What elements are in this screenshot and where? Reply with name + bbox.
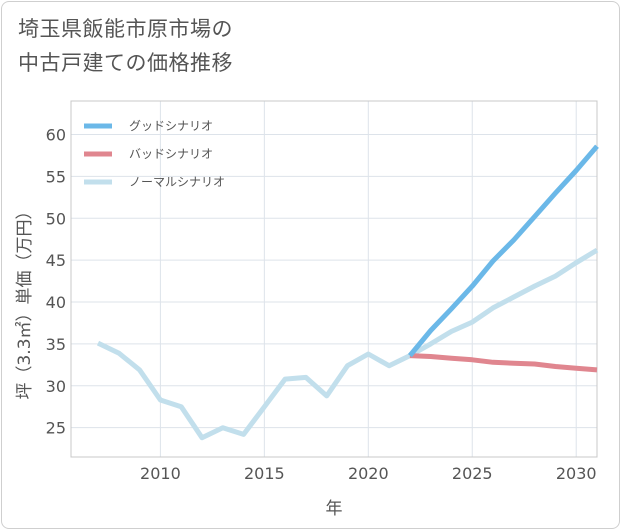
series-line-0 <box>96 247 599 441</box>
chart-title-line-2: 中古戸建ての価格推移 <box>18 51 233 75</box>
legend-label-1: バッドシナリオ <box>129 147 213 161</box>
chart-title-line-1: 埼玉県飯能市原市場の <box>18 17 233 41</box>
plot-frame <box>70 100 598 458</box>
y-tick-label-45: 45 <box>46 251 66 270</box>
x-tick-label-2015: 2015 <box>244 464 285 483</box>
y-tick-label-30: 30 <box>46 377 66 396</box>
y-tick-label-55: 55 <box>46 167 66 186</box>
tick-labels: 2010 2015 2020 2025 2030 25 30 35 40 45 50 55 60 <box>46 126 597 483</box>
x-axis-label: 年 <box>326 499 343 519</box>
y-axis-label: 坪（3.3㎡）単価（万円） <box>15 202 35 399</box>
x-tick-label-2025: 2025 <box>452 464 493 483</box>
y-tick-label-40: 40 <box>46 293 66 312</box>
x-tick-label-2010: 2010 <box>140 464 181 483</box>
y-tick-label-60: 60 <box>46 126 66 145</box>
series-line-1 <box>409 353 598 373</box>
y-tick-label-35: 35 <box>46 335 66 354</box>
x-tick-label-2020: 2020 <box>348 464 389 483</box>
chart-title: 埼玉県飯能市原市場の 中古戸建ての価格推移 <box>18 12 378 80</box>
legend-label-2: ノーマルシナリオ <box>129 175 225 189</box>
y-tick-label-25: 25 <box>46 419 66 438</box>
series-group <box>96 144 599 441</box>
series-line-2 <box>407 144 599 358</box>
legend-label-0: グッドシナリオ <box>129 119 213 133</box>
y-tick-label-50: 50 <box>46 209 66 228</box>
x-tick-label-2030: 2030 <box>556 464 597 483</box>
